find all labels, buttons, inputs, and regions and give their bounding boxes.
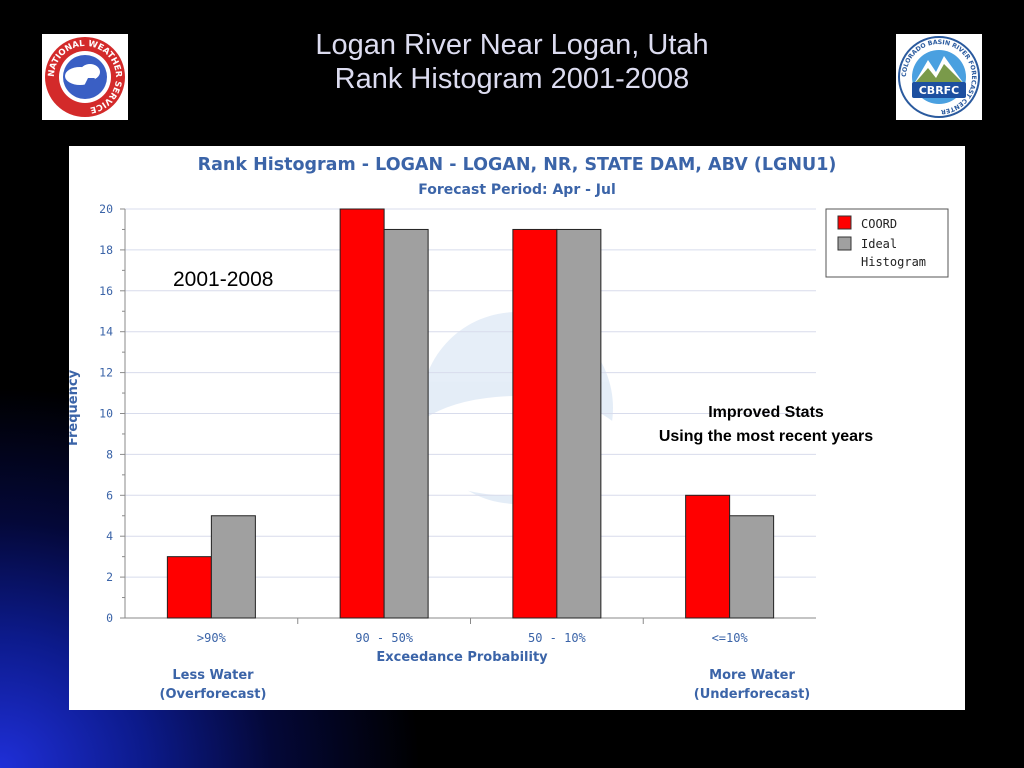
y-tick-label: 20: [99, 202, 113, 216]
nws-logo: NATIONAL WEATHER SERVICE: [42, 34, 128, 120]
chart-subtitle: Forecast Period: Apr - Jul: [418, 182, 616, 198]
x-tick-label: >90%: [197, 631, 227, 645]
more-water-label: More Water: [709, 668, 795, 683]
bar-ideal: [729, 515, 775, 619]
cbrfc-logo-text: CBRFC: [919, 84, 960, 97]
recent-years-note: Using the most recent years: [659, 428, 873, 445]
x-tick-label: <=10%: [712, 631, 749, 645]
bars: [166, 208, 775, 619]
y-tick-label: 12: [99, 366, 113, 380]
legend-swatch-ideal: [837, 236, 852, 251]
x-tick-label: 50 - 10%: [528, 631, 587, 645]
y-tick-label: 8: [106, 447, 113, 461]
legend-swatch-coord: [837, 215, 852, 230]
bar-ideal: [556, 228, 602, 619]
slide-title: Logan River Near Logan, Utah Rank Histog…: [200, 28, 824, 96]
y-tick-label: 10: [99, 407, 113, 421]
bar-ideal: [210, 515, 256, 619]
legend-label-coord: COORD: [861, 217, 897, 231]
y-axis-label: Frequency: [69, 369, 81, 446]
bar-coord: [512, 228, 558, 619]
overforecast-label: (Overforecast): [160, 687, 267, 702]
period-annotation: 2001-2008: [173, 268, 273, 291]
y-tick-label: 14: [99, 325, 113, 339]
slide-title-line1: Logan River Near Logan, Utah: [315, 29, 709, 61]
y-tick-label: 0: [106, 611, 113, 625]
y-tick-label: 16: [99, 284, 113, 298]
y-tick-label: 18: [99, 243, 113, 257]
chart-panel: 0 2 4 6 8 10 12 14 16 18 20 >90% 90 - 50% 50 - 10% <=1…: [69, 146, 965, 710]
bar-coord: [166, 556, 212, 619]
tick-labels: 0 2 4 6 8 10 12 14 16 18 20 >90% 90 - 50% 50 - 10% <=1…: [99, 202, 748, 645]
y-tick-label: 2: [106, 570, 113, 584]
less-water-label: Less Water: [172, 668, 254, 683]
legend-label-ideal: Ideal Histogram: [861, 237, 926, 269]
chart-title: Rank Histogram - LOGAN - LOGAN, NR, STAT…: [198, 155, 837, 175]
improved-stats-note: Improved Stats: [708, 404, 824, 421]
bar-coord: [685, 494, 731, 619]
slide-title-line2: Rank Histogram 2001-2008: [334, 63, 690, 95]
y-tick-label: 4: [106, 529, 113, 543]
x-tick-label: 90 - 50%: [355, 631, 414, 645]
bar-ideal: [383, 228, 429, 619]
cbrfc-logo: CBRFC COLORADO BASIN RIVER FORECAST CENT…: [896, 34, 982, 120]
bar-coord: [339, 208, 385, 619]
x-axis-label: Exceedance Probability: [376, 650, 548, 665]
rank-histogram-chart: 0 2 4 6 8 10 12 14 16 18 20 >90% 90 - 50% 50 - 10% <=1…: [69, 155, 949, 702]
underforecast-label: (Underforecast): [694, 687, 810, 702]
legend: COORD Ideal Histogram: [825, 208, 949, 278]
y-tick-label: 6: [106, 488, 113, 502]
